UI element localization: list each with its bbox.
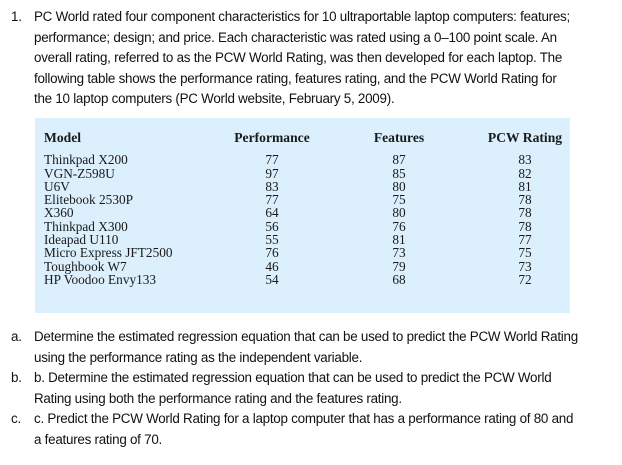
cell-performance: 55 — [265, 232, 279, 248]
cell-model: U6V — [44, 178, 70, 194]
cell-rating: 72 — [518, 271, 532, 287]
table-row: Elitebook 2530P 77 75 78 — [44, 192, 570, 208]
table-row: Thinkpad X200 77 87 83 — [44, 152, 570, 168]
table-row: Thinkpad X300 56 76 78 — [44, 218, 570, 234]
cell-performance: 77 — [265, 152, 279, 168]
cell-features: 76 — [392, 218, 406, 234]
cell-rating: 82 — [518, 165, 532, 181]
cell-model: X360 — [44, 205, 74, 221]
cell-performance: 76 — [265, 245, 279, 261]
data-table-panel: Model Performance Features PCW Rating Th… — [35, 118, 570, 313]
cell-features: 73 — [392, 245, 406, 261]
cell-performance: 54 — [265, 271, 279, 287]
cell-rating: 73 — [518, 258, 532, 274]
cell-features: 80 — [392, 205, 406, 221]
cell-features: 68 — [392, 271, 406, 287]
cell-performance: 83 — [265, 178, 279, 194]
cell-performance: 46 — [265, 258, 279, 274]
cell-performance: 56 — [265, 218, 279, 234]
cell-features: 75 — [392, 192, 406, 208]
table-row: Ideapad U110 55 81 77 — [44, 232, 570, 248]
question-line: using the performance rating as the inde… — [34, 349, 363, 365]
cell-features: 79 — [392, 258, 406, 274]
cell-model: VGN-Z598U — [44, 165, 115, 181]
cell-performance: 97 — [265, 165, 279, 181]
cell-rating: 83 — [518, 152, 532, 168]
header-performance: Performance — [234, 130, 310, 145]
question-text: b. Determine the estimated regression eq… — [34, 368, 619, 409]
header-model: Model — [44, 130, 81, 145]
cell-model: Micro Express JFT2500 — [44, 245, 173, 261]
question-line: Determine the estimated regression equat… — [34, 329, 578, 344]
table-row: Micro Express JFT2500 76 73 75 — [44, 245, 570, 261]
cell-rating: 77 — [518, 232, 532, 248]
problem-line: overall rating, referred to as the PCW W… — [34, 50, 563, 65]
cell-rating: 81 — [518, 178, 532, 194]
question-line: Rating using both the performance rating… — [34, 390, 402, 406]
table-row: HP Voodoo Envy133 54 68 72 — [44, 271, 570, 287]
problem-line: PC World rated four component characteri… — [34, 9, 570, 24]
question-line: a features rating of 70. — [34, 431, 162, 447]
cell-features: 80 — [392, 178, 406, 194]
table-row: U6V 83 80 81 — [44, 178, 570, 194]
question-label: c. — [11, 411, 21, 426]
table-row: X360 64 80 78 — [44, 205, 570, 221]
cell-rating: 78 — [518, 192, 532, 208]
question-line: b. Determine the estimated regression eq… — [34, 370, 552, 385]
cell-model: Ideapad U110 — [44, 232, 119, 248]
question-label: b. — [11, 370, 22, 385]
cell-rating: 78 — [518, 205, 532, 221]
table-row: VGN-Z598U 97 85 82 — [44, 165, 570, 181]
cell-model: Thinkpad X200 — [44, 152, 128, 168]
cell-rating: 75 — [518, 245, 532, 261]
table-row: Toughbook W7 46 79 73 — [44, 258, 570, 274]
laptop-ratings-table: Model Performance Features PCW Rating Th… — [44, 131, 570, 287]
header-features: Features — [373, 130, 425, 145]
question-line: c. Predict the PCW World Rating for a la… — [34, 411, 574, 426]
problem-line: performance; design; and price. Each cha… — [34, 29, 557, 45]
problem-line: the 10 laptop computers (PC World websit… — [34, 91, 395, 106]
cell-model: HP Voodoo Envy133 — [44, 271, 157, 287]
cell-performance: 77 — [265, 192, 279, 208]
problem-text: PC World rated four component characteri… — [34, 7, 619, 110]
question-label: a. — [11, 329, 22, 344]
cell-features: 85 — [392, 165, 406, 181]
table-header-row: Model Performance Features PCW Rating — [44, 131, 570, 153]
problem-line: following table shows the performance ra… — [34, 70, 557, 86]
problem-number: 1. — [11, 9, 22, 24]
question-text: c. Predict the PCW World Rating for a la… — [34, 409, 619, 450]
cell-features: 81 — [392, 232, 406, 248]
cell-performance: 64 — [265, 205, 279, 221]
cell-features: 87 — [392, 152, 406, 168]
cell-rating: 78 — [518, 218, 532, 234]
cell-model: Elitebook 2530P — [44, 192, 134, 208]
header-pcw-rating: PCW Rating — [487, 130, 563, 145]
question-text: Determine the estimated regression equat… — [34, 327, 619, 368]
cell-model: Thinkpad X300 — [44, 218, 128, 234]
cell-model: Toughbook W7 — [44, 258, 127, 274]
